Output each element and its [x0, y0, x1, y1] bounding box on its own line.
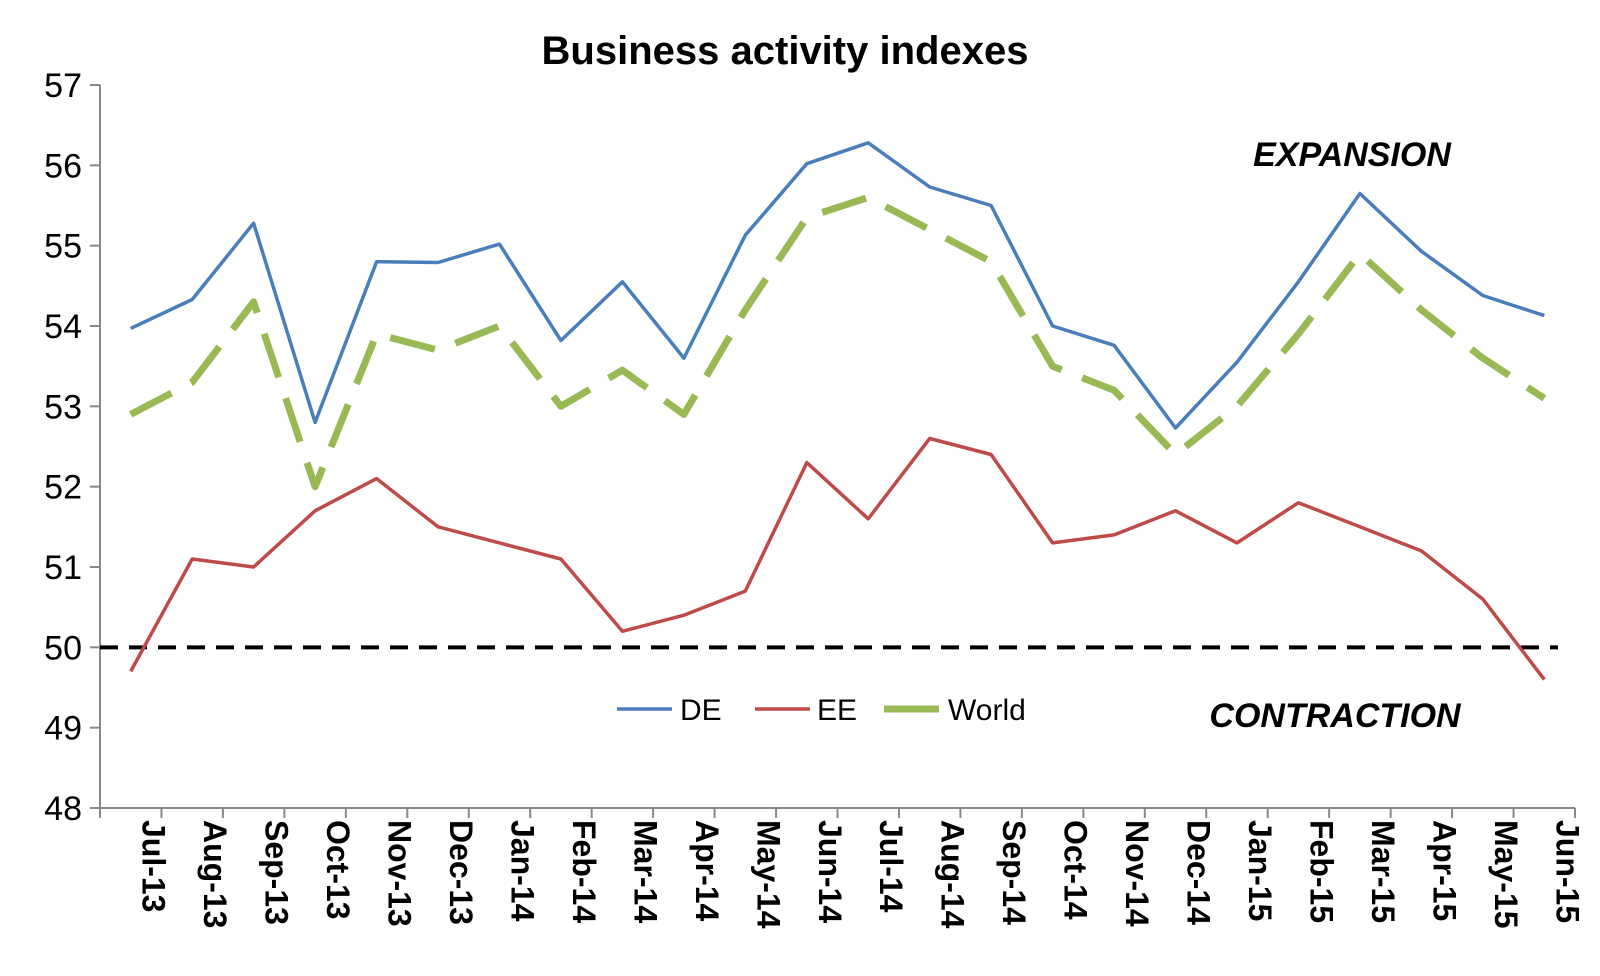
x-tick-label: Sep-14 [996, 820, 1032, 925]
y-tick-label: 57 [44, 67, 82, 105]
x-tick-label: Jun-15 [1549, 820, 1585, 923]
x-tick-label: Mar-14 [627, 820, 663, 923]
y-tick-label: 50 [44, 629, 82, 667]
x-tick-label: Dec-13 [443, 820, 479, 925]
x-tick-label: Jan-15 [1242, 820, 1278, 921]
legend: DE EE World [617, 694, 1026, 727]
series-line-de [129, 141, 1545, 430]
y-tick-label: 51 [44, 549, 82, 587]
x-tick-label: Aug-14 [935, 820, 971, 929]
y-tick-label: 56 [44, 147, 82, 185]
chart-title: Business activity indexes [542, 29, 1029, 73]
x-tick-label: Dec-14 [1181, 820, 1217, 925]
x-tick-label: May-14 [750, 820, 786, 929]
axes: 48 49 50 51 52 53 54 55 56 57 Jul-13 Aug-13 Sep-13 Oc… [44, 67, 1585, 929]
x-tick-label: Feb-15 [1303, 820, 1339, 923]
x-tick-label: Apr-14 [689, 820, 725, 922]
y-tick-label: 54 [44, 308, 82, 346]
x-tick-label: Apr-15 [1426, 820, 1462, 921]
x-tick-label: Nov-14 [1119, 820, 1155, 927]
y-tick-label: 48 [44, 790, 82, 828]
annotation-expansion: EXPANSION [1253, 136, 1452, 174]
x-tick-label: Nov-13 [382, 820, 418, 927]
y-tick-label: 53 [44, 388, 82, 426]
y-tick-label: 55 [44, 228, 82, 266]
annotation-contraction: CONTRACTION [1209, 697, 1462, 735]
x-tick-label: Feb-14 [566, 820, 602, 923]
x-tick-label: Aug-13 [197, 820, 233, 928]
legend-label-world: World [948, 694, 1026, 727]
legend-label-de: DE [680, 694, 722, 727]
x-tick-label: May-15 [1488, 820, 1524, 929]
x-tick-label: Jun-14 [812, 820, 848, 923]
x-tick-label: Mar-15 [1365, 820, 1401, 923]
x-tick-label: Oct-14 [1058, 820, 1094, 920]
x-tick-label: Oct-13 [320, 820, 356, 920]
x-tick-label: Jul-13 [136, 820, 172, 912]
x-tick-label: Jul-14 [873, 820, 909, 913]
legend-label-ee: EE [817, 694, 857, 727]
y-tick-label: 49 [44, 710, 82, 748]
x-tick-label: Jan-14 [504, 820, 540, 922]
series-group [129, 141, 1547, 681]
series-line-ee [129, 436, 1546, 681]
y-tick-label: 52 [44, 469, 82, 507]
series-line-world [129, 194, 1547, 491]
x-tick-label: Sep-13 [259, 820, 295, 925]
